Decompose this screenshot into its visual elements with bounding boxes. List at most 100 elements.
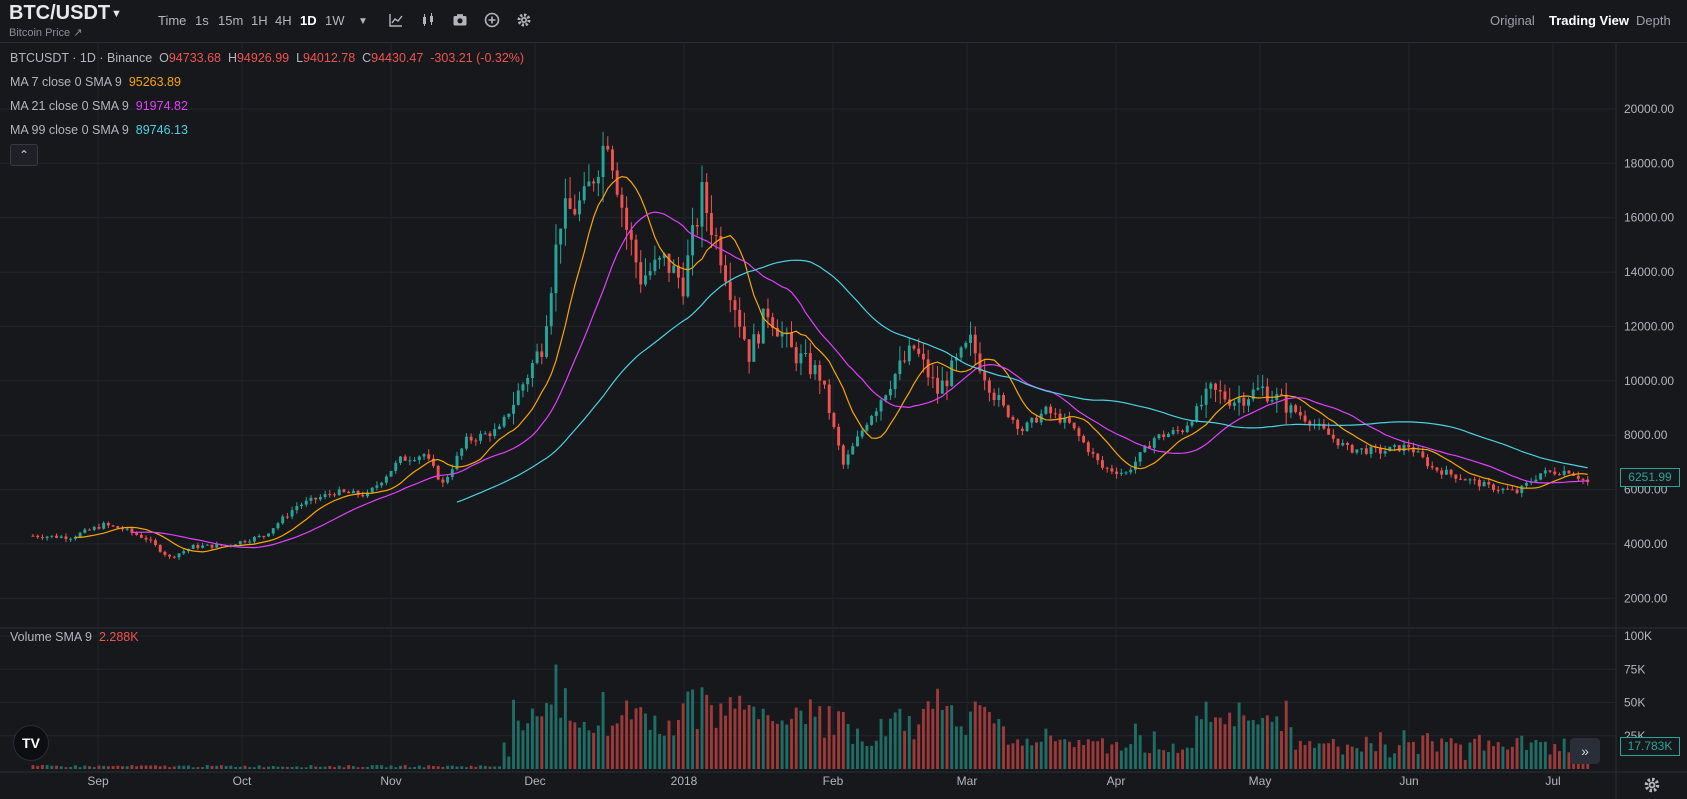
ma99-legend[interactable]: MA 99 close 0 SMA 9 89746.13 [10, 123, 188, 137]
candle-body [1166, 433, 1170, 438]
volume-bar [333, 767, 336, 769]
candle-body [78, 532, 82, 537]
volume-bar [177, 765, 181, 769]
timeframe-1w[interactable]: 1W [325, 13, 345, 28]
volume-bar [620, 715, 624, 769]
tradingview-logo[interactable]: TV [13, 725, 49, 761]
volume-bar [507, 756, 511, 769]
candle-body [601, 145, 605, 178]
more-timeframes-chevron-icon[interactable]: ▼ [358, 16, 368, 27]
volume-bar [191, 767, 195, 769]
tab-trading-view[interactable]: Trading View [1549, 13, 1629, 28]
timeframe-1h[interactable]: 1H [251, 13, 268, 28]
volume-bar [1280, 731, 1283, 769]
volume-bar [592, 732, 596, 769]
tab-original[interactable]: Original [1490, 13, 1535, 28]
timeframe-4h[interactable]: 4H [275, 13, 292, 28]
volume-bar [742, 709, 746, 769]
candle-body [295, 506, 299, 511]
candle-body [1082, 436, 1086, 443]
symbol-title[interactable]: BTC/USDT [9, 2, 111, 24]
high-label: H [227, 51, 237, 65]
volume-bar [135, 766, 139, 769]
candle-body [643, 275, 647, 285]
candle-body [1110, 468, 1114, 472]
candle-body [1247, 399, 1250, 406]
candle-body [794, 347, 798, 364]
volume-bar [366, 766, 369, 769]
candle-body [516, 390, 520, 405]
candle-body [837, 426, 841, 446]
volume-bar [950, 705, 954, 769]
volume-legend[interactable]: Volume SMA 9 2.288K [10, 630, 139, 644]
candle-body [191, 544, 195, 549]
volume-bar [1435, 751, 1439, 769]
candle-body [1091, 452, 1095, 454]
ma21-legend[interactable]: MA 21 close 0 SMA 9 91974.82 [10, 99, 188, 113]
timeframe-1d[interactable]: 1D [300, 13, 317, 28]
add-icon[interactable] [484, 12, 500, 28]
gear-icon[interactable] [516, 12, 532, 28]
ma7-legend[interactable]: MA 7 close 0 SMA 9 95263.89 [10, 75, 181, 89]
candle-body [252, 537, 256, 542]
candle-body [1539, 473, 1543, 480]
chart-settings-gear-icon[interactable] [1643, 776, 1661, 794]
volume-bar [1232, 726, 1236, 769]
candle-body [116, 526, 120, 529]
ma-line-ma7 [75, 175, 1588, 553]
candle-body [1298, 412, 1302, 416]
volume-bar [676, 719, 680, 769]
candle-body [766, 308, 770, 318]
candle-body [1468, 479, 1472, 481]
volume-bar [1303, 745, 1307, 769]
volume-bar [1148, 753, 1152, 769]
camera-icon[interactable] [452, 12, 468, 28]
candle-body [912, 345, 916, 349]
volume-bar [804, 723, 808, 769]
collapse-legend-button[interactable]: ⌃ [10, 144, 38, 166]
price-chart[interactable]: 20000.00 18000.00 16000.00 14000.00 12000.00… [0, 42, 1687, 799]
indicator-icon[interactable] [388, 12, 404, 28]
volume-bar [1558, 751, 1561, 769]
candle-body [497, 426, 501, 430]
volume-bar [1463, 759, 1467, 769]
chevron-down-icon[interactable]: ▼ [111, 8, 122, 20]
timeframe-1s[interactable]: 1s [195, 13, 209, 28]
candle-body [1077, 428, 1081, 437]
volume-bar [1138, 735, 1142, 769]
timeframe-time[interactable]: Time [158, 13, 187, 28]
timeframe-15m[interactable]: 15m [218, 13, 244, 28]
candle-body [1199, 404, 1203, 407]
volume-bar [229, 765, 233, 769]
candle-style-icon[interactable] [420, 12, 436, 28]
volume-bar [1185, 747, 1189, 769]
volume-bar [1199, 719, 1203, 769]
candle-body [752, 334, 756, 362]
candle-body [1350, 444, 1354, 453]
volume-bar [144, 765, 148, 769]
candle-body [672, 265, 676, 273]
candle-body [1487, 482, 1491, 485]
volume-bar [1539, 742, 1543, 769]
candle-body [309, 497, 313, 501]
candle-body [686, 255, 690, 297]
candle-body [1138, 452, 1142, 462]
volume-bar [1209, 721, 1213, 769]
candle-body [1049, 406, 1053, 414]
volume-bar [893, 712, 897, 769]
volume-bar [474, 766, 478, 769]
volume-bar [238, 766, 242, 769]
scroll-to-realtime-button[interactable]: » [1570, 738, 1600, 764]
candle-body [177, 553, 181, 558]
candle-body [64, 536, 68, 540]
candle-body [1011, 417, 1015, 420]
symbol-subtitle-link[interactable]: Bitcoin Price ↗ [9, 27, 83, 39]
candle-body [742, 326, 746, 340]
volume-bar [248, 767, 252, 769]
candle-body [1364, 448, 1368, 454]
candle-body [1185, 425, 1189, 433]
tab-depth[interactable]: Depth [1636, 13, 1671, 28]
candle-body [719, 236, 723, 266]
candle-body [1322, 423, 1326, 429]
volume-bar [1487, 740, 1491, 769]
